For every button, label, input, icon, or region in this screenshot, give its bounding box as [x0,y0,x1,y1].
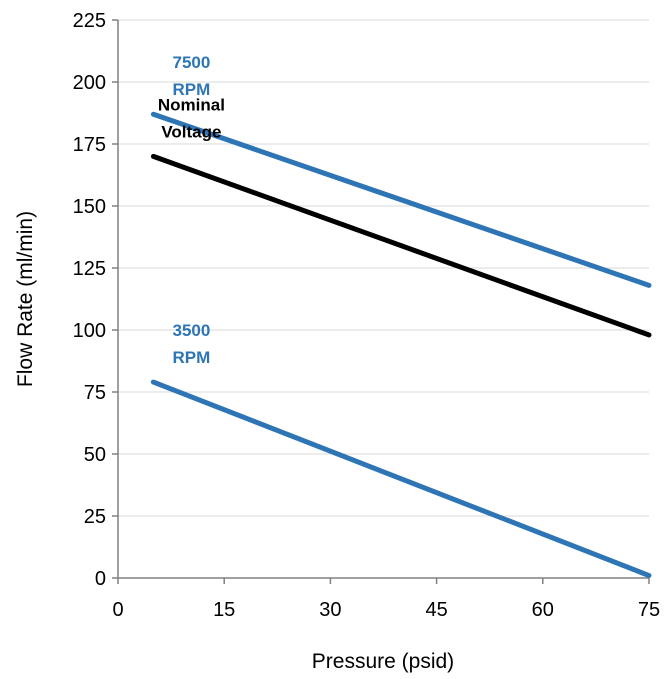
x-axis-title: Pressure (psid) [312,650,454,673]
y-tick-label: 50 [84,444,106,466]
gridlines [118,19,649,517]
x-tick-label: 45 [425,599,447,621]
x-ticks: 0 15 30 45 60 75 [112,578,660,621]
series-lines [150,111,652,579]
x-tick-label: 15 [213,599,235,621]
y-tick-label: 100 [73,320,106,342]
series-label-2: 3500 RPM [172,321,210,367]
series-label-0: 7500 RPM [172,53,210,99]
y-tick-label: 200 [73,72,106,94]
y-tick-label: 125 [73,258,106,280]
y-tick-label: 150 [73,196,106,218]
series-line-0 [150,111,652,288]
series-label-line: 7500 [172,53,210,72]
series-label-line: Nominal [158,95,225,114]
series-label-line: 3500 [172,321,210,340]
x-tick-label: 60 [532,599,554,621]
x-tick-label: 75 [638,599,660,621]
series-label-line: RPM [173,80,211,99]
y-tick-label: 225 [73,10,106,32]
x-tick-label: 30 [319,599,341,621]
series-label-line: RPM [173,348,211,367]
y-tick-label: 25 [84,506,106,528]
series-label-1: Nominal Voltage [158,95,225,141]
y-tick-label: 0 [95,568,106,590]
series-line-2 [150,379,652,579]
y-axis-title: Flow Rate (ml/min) [14,211,37,387]
y-tick-label: 75 [84,382,106,404]
series-line-1 [150,153,652,338]
y-tick-label: 175 [73,134,106,156]
x-tick-label: 0 [112,599,123,621]
y-ticks: 0 25 50 75 100 125 150 175 200 225 [73,10,118,590]
axes [117,20,649,579]
series-label-line: Voltage [161,122,221,141]
